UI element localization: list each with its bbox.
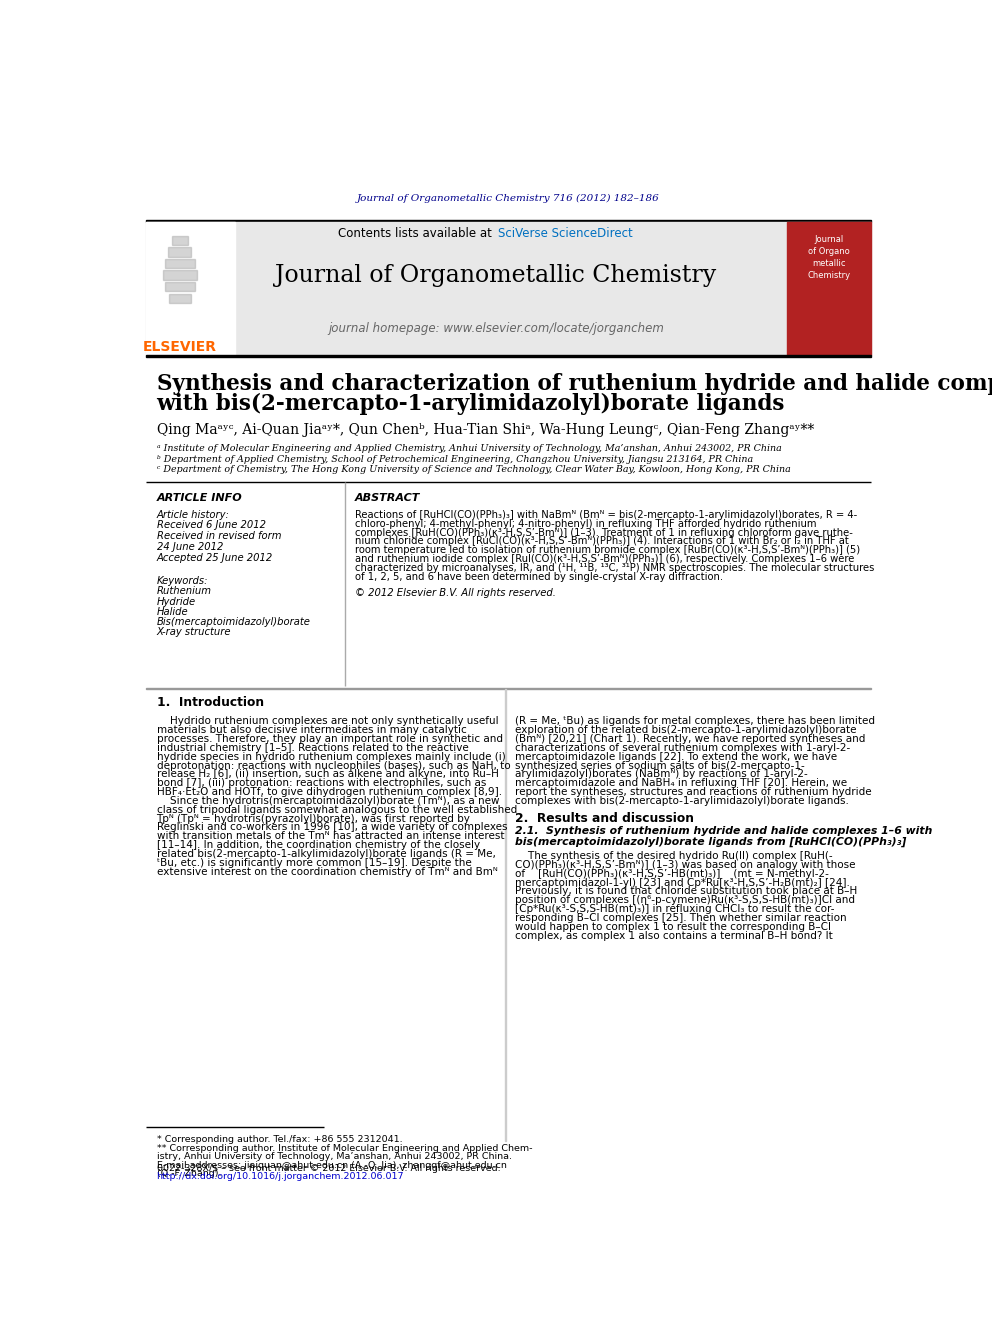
Text: Journal
of Organo
metallic
Chemistry: Journal of Organo metallic Chemistry (807, 235, 851, 279)
Text: 0022-328X/$ – see front matter © 2012 Elsevier B.V. All rights reserved.: 0022-328X/$ – see front matter © 2012 El… (157, 1164, 500, 1172)
Text: Journal of Organometallic Chemistry 716 (2012) 182–186: Journal of Organometallic Chemistry 716 … (357, 194, 660, 204)
Text: nium chloride complex [RuCl(CO)(κ³-H,S,S’-Bmᴺ)(PPh₃)] (4). Interactions of 1 wit: nium chloride complex [RuCl(CO)(κ³-H,S,S… (355, 536, 849, 546)
Bar (146, 220, 871, 222)
Text: 1.  Introduction: 1. Introduction (157, 696, 264, 709)
Text: Ruthenium: Ruthenium (157, 586, 211, 597)
Text: CO)(PPh₃)(κ³-H,S,S’-Bmᴺ)] (1–3) was based on analogy with those: CO)(PPh₃)(κ³-H,S,S’-Bmᴺ)] (1–3) was base… (516, 860, 856, 869)
Text: journal homepage: www.elsevier.com/locate/jorganchem: journal homepage: www.elsevier.com/locat… (328, 321, 664, 335)
Text: Reactions of [RuHCl(CO)(PPh₃)₃] with NaBmᴺ (Bmᴺ = bis(2-mercapto-1-arylimidazoly: Reactions of [RuHCl(CO)(PPh₃)₃] with NaB… (355, 509, 857, 520)
Text: ᵃ Institute of Molecular Engineering and Applied Chemistry, Anhui University of : ᵃ Institute of Molecular Engineering and… (157, 443, 782, 452)
Text: [Cp*Ru(κ³-S,S,S-HB(mt)₃)] in refluxing CHCl₃ to result the cor-: [Cp*Ru(κ³-S,S,S-HB(mt)₃)] in refluxing C… (516, 904, 835, 914)
Text: complexes with bis(2-mercapto-1-arylimidazolyl)borate ligands.: complexes with bis(2-mercapto-1-arylimid… (516, 796, 849, 806)
Text: synthesized series of sodium salts of bis(2-mercapto-1-: synthesized series of sodium salts of bi… (516, 761, 806, 770)
Text: position of complexes [(η⁶-p-cymene)Ru(κ³-S,S,S-HB(mt)₃)]Cl and: position of complexes [(η⁶-p-cymene)Ru(κ… (516, 896, 855, 905)
Text: istry, Anhui University of Technology, Ma’anshan, Anhui 243002, PR China.: istry, Anhui University of Technology, M… (157, 1152, 512, 1162)
Text: ARTICLE INFO: ARTICLE INFO (157, 492, 242, 503)
Bar (172, 235, 187, 245)
Text: responding B–Cl complexes [25]. Then whether similar reaction: responding B–Cl complexes [25]. Then whe… (516, 913, 847, 923)
Text: The synthesis of the desired hydrido Ru(II) complex [RuH(-: The synthesis of the desired hydrido Ru(… (516, 851, 833, 861)
Text: complex, as complex 1 also contains a terminal B–H bond? It: complex, as complex 1 also contains a te… (516, 930, 833, 941)
Text: Hydride: Hydride (157, 597, 195, 606)
Text: bond [7], (iii) protonation: reactions with electrophiles, such as: bond [7], (iii) protonation: reactions w… (157, 778, 486, 789)
Text: materials but also decisive intermediates in many catalytic: materials but also decisive intermediate… (157, 725, 466, 736)
Text: class of tripodal ligands somewhat analogous to the well established: class of tripodal ligands somewhat analo… (157, 804, 517, 815)
Text: ᶜ Department of Chemistry, The Hong Kong University of Science and Technology, C: ᶜ Department of Chemistry, The Hong Kong… (157, 466, 791, 475)
Text: Halide: Halide (157, 606, 188, 617)
Text: with bis(2-mercapto-1-arylimidazolyl)borate ligands: with bis(2-mercapto-1-arylimidazolyl)bor… (157, 393, 785, 414)
Text: X-ray structure: X-ray structure (157, 627, 231, 636)
Text: characterized by microanalyses, IR, and (¹H, ¹¹B, ¹³C, ³¹P) NMR spectroscopies. : characterized by microanalyses, IR, and … (355, 564, 874, 573)
Text: ELSEVIER: ELSEVIER (143, 340, 217, 355)
Text: Received in revised form: Received in revised form (157, 531, 281, 541)
Text: © 2012 Elsevier B.V. All rights reserved.: © 2012 Elsevier B.V. All rights reserved… (355, 589, 556, 598)
Text: Since the hydrotris(mercaptoimidazolyl)borate (Tmᴺ), as a new: Since the hydrotris(mercaptoimidazolyl)b… (157, 796, 499, 806)
Text: exploration of the related bis(2-mercapto-1-arylimidazolyl)borate: exploration of the related bis(2-mercapt… (516, 725, 857, 736)
Text: 24 June 2012: 24 June 2012 (157, 542, 223, 552)
Text: bis(mercaptoimidazolyl)borate ligands from [RuHCl(CO)(PPh₃)₃]: bis(mercaptoimidazolyl)borate ligands fr… (516, 836, 907, 847)
Text: HBF₄·Et₂O and HOTf, to give dihydrogen ruthenium complex [8,9].: HBF₄·Et₂O and HOTf, to give dihydrogen r… (157, 787, 502, 796)
Text: Synthesis and characterization of ruthenium hydride and halide complexes: Synthesis and characterization of ruthen… (157, 373, 992, 394)
Text: related bis(2-mercapto-1-alkylimidazolyl)borate ligands (R = Me,: related bis(2-mercapto-1-alkylimidazolyl… (157, 849, 495, 859)
Text: SciVerse ScienceDirect: SciVerse ScienceDirect (498, 228, 632, 239)
Text: Journal of Organometallic Chemistry: Journal of Organometallic Chemistry (276, 265, 716, 287)
Text: of    [RuH(CO)(PPh₃)(κ³-H,S,S’-HB(mt)₃)]    (mt = N-methyl-2-: of [RuH(CO)(PPh₃)(κ³-H,S,S’-HB(mt)₃)] (m… (516, 869, 829, 878)
Text: complexes [RuH(CO)(PPh₃)(κ³-H,S,S’-Bmᴺ)] (1–3). Treatment of 1 in refluxing chlo: complexes [RuH(CO)(PPh₃)(κ³-H,S,S’-Bmᴺ)]… (355, 528, 853, 537)
Text: Received 6 June 2012: Received 6 June 2012 (157, 520, 266, 531)
Text: would happen to complex 1 to result the corresponding B–Cl: would happen to complex 1 to result the … (516, 922, 831, 931)
Bar (146, 222, 235, 355)
Bar (169, 247, 191, 257)
Text: extensive interest on the coordination chemistry of Tmᴺ and Bmᴺ: extensive interest on the coordination c… (157, 867, 497, 877)
Text: mercaptoimidazol-1-yl) [23] and Cp*Ru[κ³-H,S,S’-H₂B(mt)₂] [24].: mercaptoimidazol-1-yl) [23] and Cp*Ru[κ³… (516, 877, 850, 888)
Text: 2.1.  Synthesis of ruthenium hydride and halide complexes 1–6 with: 2.1. Synthesis of ruthenium hydride and … (516, 827, 932, 836)
Bar (169, 294, 190, 303)
Text: Accepted 25 June 2012: Accepted 25 June 2012 (157, 553, 273, 562)
Text: E-mail addresses: jiaiquan@ahut.edu.cn (A.-Q. Jia), zhangqf@ahut.edu.cn: E-mail addresses: jiaiquan@ahut.edu.cn (… (157, 1160, 507, 1170)
Text: chloro-phenyl; 4-methyl-phenyl; 4-nitro-phenyl) in refluxing THF afforded hydrid: chloro-phenyl; 4-methyl-phenyl; 4-nitro-… (355, 519, 816, 529)
Text: processes. Therefore, they play an important role in synthetic and: processes. Therefore, they play an impor… (157, 734, 503, 744)
Text: arylimidazolyl)borates (NaBmᴺ) by reactions of 1-aryl-2-: arylimidazolyl)borates (NaBmᴺ) by reacti… (516, 770, 808, 779)
Text: of 1, 2, 5, and 6 have been determined by single-crystal X-ray diffraction.: of 1, 2, 5, and 6 have been determined b… (355, 572, 723, 582)
Text: room temperature led to isolation of ruthenium bromide complex [RuBr(CO)(κ³-H,S,: room temperature led to isolation of rut… (355, 545, 860, 556)
Text: (R = Me, ᵗBu) as ligands for metal complexes, there has been limited: (R = Me, ᵗBu) as ligands for metal compl… (516, 716, 875, 726)
Text: and ruthenium iodide complex [RuI(CO)(κ³-H,S,S’-Bmᴺ)(PPh₃)] (6), respectively. C: and ruthenium iodide complex [RuI(CO)(κ³… (355, 554, 854, 564)
Bar (165, 282, 194, 291)
Text: Qing Maᵃʸᶜ, Ai-Quan Jiaᵃʸ*, Qun Chenᵇ, Hua-Tian Shiᵃ, Wa-Hung Leungᶜ, Qian-Feng : Qing Maᵃʸᶜ, Ai-Quan Jiaᵃʸ*, Qun Chenᵇ, H… (157, 423, 813, 437)
Bar (163, 270, 196, 279)
Text: Contents lists available at: Contents lists available at (338, 228, 496, 239)
Text: * Corresponding author. Tel./fax: +86 555 2312041.: * Corresponding author. Tel./fax: +86 55… (157, 1135, 402, 1144)
Text: characterizations of several ruthenium complexes with 1-aryl-2-: characterizations of several ruthenium c… (516, 742, 850, 753)
Text: Article history:: Article history: (157, 509, 229, 520)
Text: http://dx.doi.org/10.1016/j.jorganchem.2012.06.017: http://dx.doi.org/10.1016/j.jorganchem.2… (157, 1172, 404, 1181)
Text: [11–14]. In addition, the coordination chemistry of the closely: [11–14]. In addition, the coordination c… (157, 840, 480, 851)
Text: mercaptoimidazole and NaBH₄ in refluxing THF [20]. Herein, we: mercaptoimidazole and NaBH₄ in refluxing… (516, 778, 847, 789)
Bar (146, 222, 871, 355)
Bar (165, 259, 194, 269)
Text: report the syntheses, structures and reactions of ruthenium hydride: report the syntheses, structures and rea… (516, 787, 872, 796)
Text: ᵇ Department of Applied Chemistry, School of Petrochemical Engineering, Changzho: ᵇ Department of Applied Chemistry, Schoo… (157, 455, 753, 463)
Text: 2.  Results and discussion: 2. Results and discussion (516, 812, 694, 826)
Text: Keywords:: Keywords: (157, 576, 208, 586)
Text: ᵗBu, etc.) is significantly more common [15–19]. Despite the: ᵗBu, etc.) is significantly more common … (157, 857, 471, 868)
Text: with transition metals of the Tmᴺ has attracted an intense interest: with transition metals of the Tmᴺ has at… (157, 831, 504, 841)
Text: Hydrido ruthenium complexes are not only synthetically useful: Hydrido ruthenium complexes are not only… (157, 716, 498, 726)
Text: mercaptoimidazole ligands [22]. To extend the work, we have: mercaptoimidazole ligands [22]. To exten… (516, 751, 837, 762)
Text: industrial chemistry [1–5]. Reactions related to the reactive: industrial chemistry [1–5]. Reactions re… (157, 742, 468, 753)
Text: hydride species in hydrido ruthenium complexes mainly include (i): hydride species in hydrido ruthenium com… (157, 751, 505, 762)
Text: Tpᴺ (Tpᴺ = hydrotris(pyrazolyl)borate), was first reported by: Tpᴺ (Tpᴺ = hydrotris(pyrazolyl)borate), … (157, 814, 470, 824)
Text: deprotonation: reactions with nucleophiles (bases), such as NaH, to: deprotonation: reactions with nucleophil… (157, 761, 510, 770)
Text: Previously, it is found that chloride substitution took place at B–H: Previously, it is found that chloride su… (516, 886, 858, 897)
Text: (Q.-F. Zhang).: (Q.-F. Zhang). (157, 1170, 221, 1177)
Text: Bis(mercaptoimidazolyl)borate: Bis(mercaptoimidazolyl)borate (157, 617, 310, 627)
Text: Reglinski and co-workers in 1996 [10], a wide variety of complexes: Reglinski and co-workers in 1996 [10], a… (157, 823, 507, 832)
Bar (788, 222, 871, 355)
Text: ABSTRACT: ABSTRACT (355, 492, 421, 503)
Text: ** Corresponding author. Institute of Molecular Engineering and Applied Chem-: ** Corresponding author. Institute of Mo… (157, 1143, 532, 1152)
Text: release H₂ [6], (ii) insertion, such as alkene and alkyne, into Ru–H: release H₂ [6], (ii) insertion, such as … (157, 770, 498, 779)
Bar (146, 355, 871, 357)
Text: (Bmᴺ) [20,21] (Chart 1). Recently, we have reported syntheses and: (Bmᴺ) [20,21] (Chart 1). Recently, we ha… (516, 734, 866, 744)
